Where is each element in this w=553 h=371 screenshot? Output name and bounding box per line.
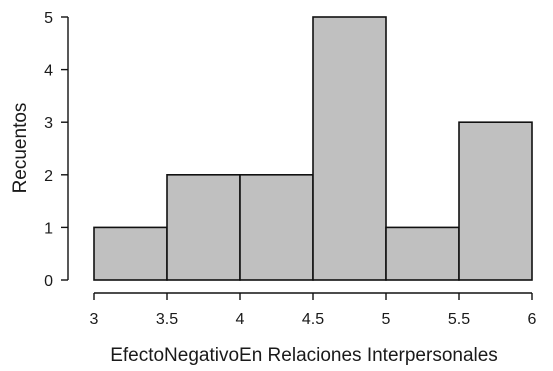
x-axis: 3 3.5 4 4.5 5 5.5 6: [90, 292, 537, 328]
histogram-bar: [166, 174, 241, 281]
y-tick-label: 5: [44, 10, 53, 27]
x-tick-label: 5.5: [448, 311, 470, 328]
x-tick-label: 6: [528, 311, 537, 328]
y-tick-label: 2: [44, 168, 53, 185]
y-axis-title: Recuentos: [10, 103, 31, 194]
histogram-bar: [239, 174, 314, 281]
x-tick-label: 4.5: [302, 311, 324, 328]
bars-group: [93, 16, 533, 281]
x-tick-label: 3: [90, 311, 99, 328]
y-tick-label: 1: [44, 220, 53, 237]
x-tick-label: 3.5: [156, 311, 178, 328]
histogram-bar: [312, 16, 387, 281]
y-axis: 0 1 2 3 4 5: [44, 10, 69, 290]
x-axis-title: EfectoNegativoEn Relaciones Interpersona…: [110, 345, 498, 366]
histogram-bar: [458, 121, 533, 281]
x-tick-label: 5: [382, 311, 391, 328]
y-tick-label: 0: [44, 273, 53, 290]
y-tick-label: 3: [44, 115, 53, 132]
histogram-bar: [385, 226, 460, 281]
y-tick-label: 4: [44, 63, 53, 80]
x-tick-label: 4: [236, 311, 245, 328]
histogram-bar: [93, 226, 168, 281]
